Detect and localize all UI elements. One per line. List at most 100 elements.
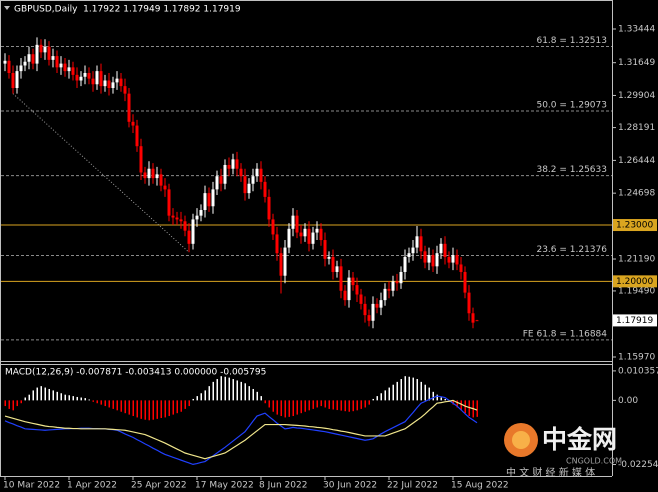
candle-body [259, 168, 263, 182]
macd-histogram-bar [36, 387, 38, 401]
macd-histogram-bar [156, 400, 158, 419]
macd-histogram-bar [320, 400, 322, 407]
candle-body [387, 288, 391, 291]
candle-body [231, 159, 235, 169]
y-tick-label: 1.29904 [618, 91, 655, 101]
macd-histogram-bar [196, 396, 198, 401]
macd-histogram-bar [84, 398, 86, 401]
candle-body [283, 247, 287, 276]
candle-body [79, 76, 83, 81]
candle-body [275, 234, 279, 254]
macd-histogram-bar [376, 396, 378, 401]
macd-histogram-bar [372, 398, 374, 401]
macd-histogram-bar [420, 381, 422, 401]
candle-body [187, 230, 191, 244]
logo-name: 中金网 [542, 425, 617, 454]
candle-body [411, 247, 415, 254]
macd-histogram-bar [260, 396, 262, 401]
macd-histogram-bar [460, 400, 462, 411]
macd-histogram-bar [308, 400, 310, 411]
macd-histogram-bar [440, 397, 442, 401]
macd-histogram-bar [16, 400, 18, 407]
candle-body [271, 219, 275, 235]
candle-body [143, 172, 147, 179]
candle-body [31, 54, 35, 64]
candle-body [83, 72, 87, 77]
candle-body [175, 217, 179, 220]
macd-histogram-bar [232, 379, 234, 401]
candle-body [243, 176, 247, 194]
macd-histogram-bar [128, 400, 130, 415]
macd-histogram-bar [396, 381, 398, 401]
macd-histogram-bar [336, 400, 338, 411]
macd-histogram-bar [316, 400, 318, 408]
macd-histogram-bar [60, 393, 62, 401]
macd-histogram-bar [228, 377, 230, 401]
candle-body [279, 253, 283, 276]
y-tick-label: 1.31649 [618, 58, 655, 68]
candle-body [23, 61, 27, 66]
fib-label: 23.6 = 1.21376 [536, 245, 607, 255]
macd-histogram-bar [412, 377, 414, 401]
candle-body [7, 60, 11, 73]
candle-body [131, 121, 135, 126]
macd-histogram-bar [476, 400, 478, 417]
candle-body [467, 292, 471, 314]
candle-body [371, 303, 375, 321]
candle-body [127, 93, 131, 122]
x-tick-label: 30 Jun 2022 [323, 481, 377, 491]
candle-body [183, 221, 187, 231]
y-tick-label: 0.010357 [618, 366, 658, 376]
macd-histogram-bar [92, 400, 94, 402]
macd-histogram-bar [68, 395, 70, 401]
fib-label: 61.8 = 1.32513 [536, 36, 607, 46]
price-level-box [613, 219, 657, 232]
fib-label: FE 61.8 = 1.16884 [523, 329, 608, 339]
current-price-box [613, 314, 657, 327]
macd-histogram-bar [100, 400, 102, 405]
fib-trendline [12, 93, 190, 253]
macd-histogram-bar [244, 383, 246, 401]
price-level-label: 1.20000 [616, 277, 653, 287]
candle-body [311, 232, 315, 244]
candle-body [323, 240, 327, 259]
macd-histogram-bar [220, 376, 222, 401]
macd-histogram-bar [252, 388, 254, 401]
macd-histogram-bar [352, 400, 354, 412]
macd-line [4, 399, 478, 460]
macd-histogram-bar [344, 400, 346, 412]
macd-histogram-bar [64, 394, 66, 401]
candle-body [235, 159, 239, 169]
candle-body [227, 164, 231, 169]
watermark: 中金网 CNGOLD.COM 中 文 财 经 新 媒 体 [504, 423, 622, 479]
candle-body [87, 72, 91, 79]
macd-histogram-bar [248, 386, 250, 401]
candle-body [319, 228, 323, 241]
candle-body [339, 266, 343, 291]
candle-body [151, 168, 155, 179]
macd-histogram-bar [44, 387, 46, 401]
macd-histogram-bar [272, 400, 274, 412]
macd-histogram-bar [208, 386, 210, 401]
chart-header: GBPUSD,Daily 1.17922 1.17949 1.17892 1.1… [14, 5, 241, 15]
candle-body [455, 255, 459, 265]
macd-histogram-bar [32, 390, 34, 401]
candle-body [203, 193, 207, 211]
y-tick-label: 1.26444 [618, 156, 655, 166]
macd-histogram-bar [404, 376, 406, 401]
macd-histogram-bar [176, 400, 178, 414]
candle-body [75, 74, 79, 81]
candle-body [107, 80, 111, 89]
candle-body [287, 228, 291, 248]
macd-histogram-bar [88, 399, 90, 401]
macd-histogram-bar [284, 400, 286, 418]
candle-body [19, 65, 23, 72]
macd-histogram-bar [400, 379, 402, 401]
candle-body [447, 256, 451, 263]
candle-body [343, 290, 347, 301]
candle-body [407, 253, 411, 257]
candle-body [99, 71, 103, 87]
macd-histogram-bar [96, 400, 98, 404]
x-tick-label: 10 Mar 2022 [3, 481, 60, 491]
